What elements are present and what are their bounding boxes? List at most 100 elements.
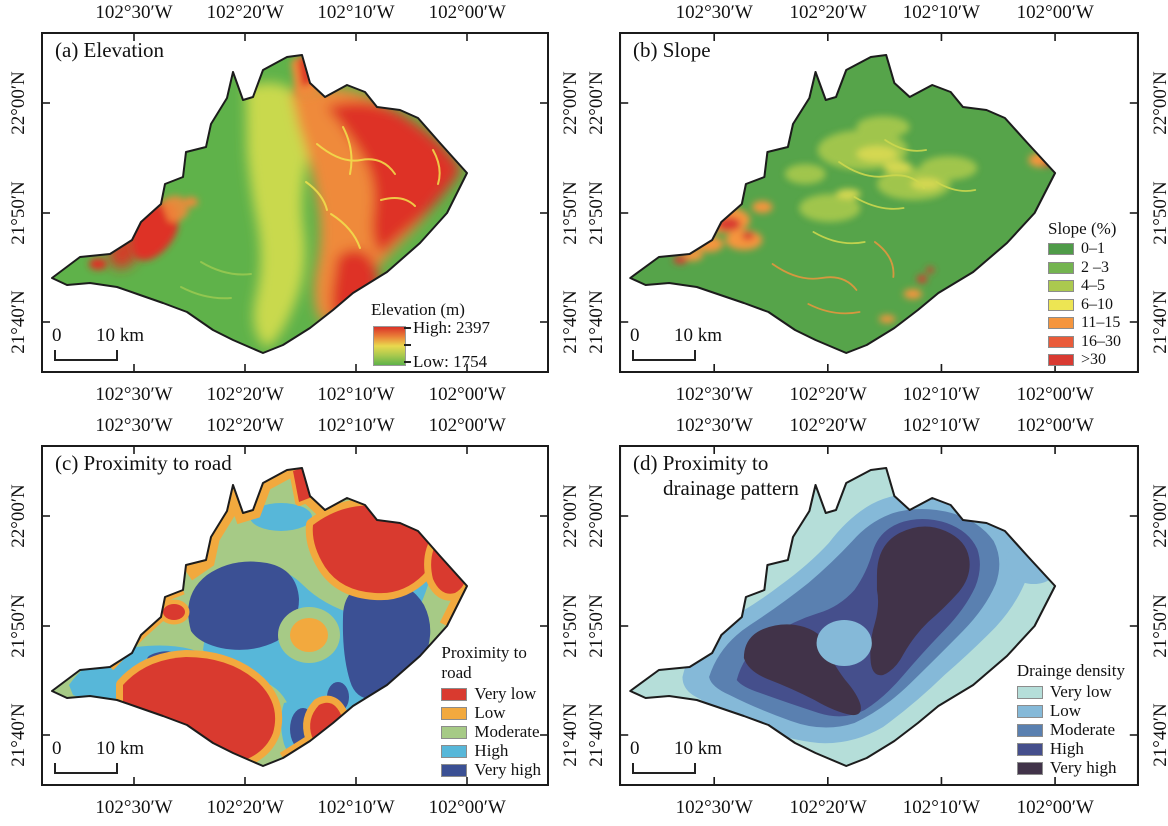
drainage-density-legend: Drainge density Very low Low Moderate Hi… <box>1016 661 1125 776</box>
legend-swatch <box>1016 685 1043 699</box>
x-tick-label: 102°20′W <box>206 384 284 405</box>
panel-title: (b) Slope <box>633 38 711 62</box>
legend-swatch <box>441 706 468 720</box>
legend-swatch <box>441 744 468 758</box>
y-tick-label: 21°50′N <box>8 181 29 245</box>
legend-title-line2: road <box>441 663 472 682</box>
panel-title: (a) Elevation <box>55 38 165 62</box>
scale-bar: 0 10 km <box>50 738 190 774</box>
x-tick-label: 102°30′W <box>675 2 753 23</box>
scale-zero: 0 <box>52 738 62 759</box>
y-tick-label: 21°50′N <box>1150 181 1168 245</box>
legend-title: Proximity to <box>441 643 527 662</box>
elevation-legend: Elevation (m) High: 2397 Low: 1754 <box>371 300 541 371</box>
legend-swatch <box>1048 280 1074 292</box>
x-tick-label: 102°00′W <box>1016 384 1094 405</box>
scale-bracket <box>632 763 696 774</box>
y-tick-label: 21°40′N <box>586 703 607 767</box>
y-tick-label: 22°00′N <box>1150 484 1168 548</box>
slope-legend: Slope (%) 0–1 2 –3 4–5 6–10 11–15 16–30 … <box>1048 219 1121 369</box>
x-tick-label: 102°00′W <box>428 2 506 23</box>
legend-title: Drainge density <box>1016 661 1125 680</box>
legend-item: 2 –3 <box>1048 259 1121 276</box>
legend-item: >30 <box>1048 352 1121 368</box>
y-tick-label: 22°00′N <box>8 484 29 548</box>
x-tick-label: 102°30′W <box>95 797 173 818</box>
y-tick-label: 22°00′N <box>560 484 581 548</box>
legend-swatch <box>1048 354 1074 366</box>
legend-item: 16–30 <box>1048 333 1121 350</box>
y-tick-label: 22°00′N <box>8 71 29 135</box>
y-tick-label: 21°40′N <box>8 703 29 767</box>
y-tick-label: 21°40′N <box>1150 290 1168 354</box>
panel-slope: 102°30′W 102°20′W 102°10′W 102°00′W 102°… <box>586 2 1168 405</box>
legend-item: Low <box>1016 702 1125 719</box>
legend-swatch <box>1048 317 1074 329</box>
x-tick-label: 102°10′W <box>317 797 395 818</box>
y-tick-label: 21°40′N <box>1150 703 1168 767</box>
x-tick-label: 102°10′W <box>902 797 980 818</box>
legend-item: 0–1 <box>1048 241 1121 257</box>
map-frame <box>41 32 549 373</box>
road-proximity-map <box>41 445 549 786</box>
x-tick-label: 102°30′W <box>95 415 173 436</box>
x-tick-label: 102°10′W <box>902 2 980 23</box>
x-tick-label: 102°10′W <box>902 384 980 405</box>
slope-raster <box>630 55 1056 353</box>
x-tick-label: 102°20′W <box>789 2 867 23</box>
legend-item: High <box>441 742 541 759</box>
gradient-tick-high <box>404 327 411 329</box>
map-frame <box>619 445 1139 786</box>
legend-item: Very high <box>1016 759 1125 776</box>
legend-item: Low <box>441 704 541 721</box>
legend-swatch <box>1048 335 1074 348</box>
x-tick-label: 102°10′W <box>317 384 395 405</box>
y-tick-label: 22°00′N <box>560 71 581 135</box>
legend-item: Very high <box>441 761 541 778</box>
legend-swatch <box>441 687 468 701</box>
legend-swatch <box>1016 742 1043 756</box>
x-tick-label: 102°20′W <box>206 797 284 818</box>
x-tick-label: 102°20′W <box>206 2 284 23</box>
x-tick-label: 102°30′W <box>675 415 753 436</box>
x-tick-label: 102°20′W <box>789 415 867 436</box>
scale-zero: 0 <box>630 325 640 346</box>
y-tick-label: 21°50′N <box>8 594 29 658</box>
scale-bracket <box>632 350 696 361</box>
map-frame <box>619 32 1139 373</box>
panel-title-line1: (d) Proximity to <box>633 451 769 475</box>
slope-map <box>619 32 1139 373</box>
y-tick-label: 21°40′N <box>560 703 581 767</box>
legend-item: 4–5 <box>1048 278 1121 294</box>
scale-bar: 0 10 km <box>628 738 768 774</box>
y-tick-label: 21°40′N <box>8 290 29 354</box>
x-tick-label: 102°30′W <box>675 384 753 405</box>
map-frame <box>41 445 549 786</box>
y-tick-label: 22°00′N <box>1150 71 1168 135</box>
panel-title: (c) Proximity to road <box>55 451 232 475</box>
panel-title-line2: drainage pattern <box>663 476 799 500</box>
legend-title: Slope (%) <box>1048 218 1117 238</box>
legend-item: Very low <box>1016 683 1125 700</box>
legend-item: 11–15 <box>1048 315 1121 331</box>
x-tick-label: 102°20′W <box>789 384 867 405</box>
legend-swatch <box>1048 298 1074 311</box>
y-tick-label: 21°40′N <box>560 290 581 354</box>
y-tick-label: 21°50′N <box>586 594 607 658</box>
y-tick-label: 22°00′N <box>586 484 607 548</box>
scale-zero: 0 <box>52 325 62 346</box>
y-tick-label: 22°00′N <box>586 71 607 135</box>
x-tick-label: 102°10′W <box>317 2 395 23</box>
scale-distance: 10 km <box>96 325 145 346</box>
scale-bracket <box>54 350 118 361</box>
y-tick-label: 21°50′N <box>560 594 581 658</box>
legend-swatch <box>441 725 468 739</box>
legend-item: 6–10 <box>1048 296 1121 313</box>
legend-high-label: High: 2397 <box>413 318 490 337</box>
legend-swatch <box>1016 761 1043 775</box>
x-tick-label: 102°10′W <box>317 415 395 436</box>
x-tick-label: 102°00′W <box>428 797 506 818</box>
legend-title: Elevation (m) <box>371 300 465 319</box>
panel-elevation: 102°30′W 102°20′W 102°10′W 102°00′W 102°… <box>8 2 581 405</box>
legend-low-label: Low: 1754 <box>413 352 488 371</box>
